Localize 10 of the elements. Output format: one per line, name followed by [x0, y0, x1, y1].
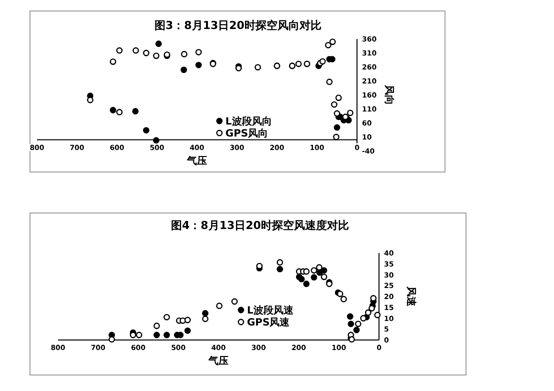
legend-label: GPS风向: [225, 128, 268, 140]
y-axis-title: 风向: [383, 84, 395, 105]
x-axis-title: 气压: [186, 154, 207, 167]
legend-label: L波段风向: [225, 116, 272, 128]
legend-label: L波段风速: [246, 304, 294, 316]
legend-label: GPS风速: [246, 316, 291, 328]
x-axis-title: 气压: [208, 355, 228, 367]
chart-title: 图3：8月13日20时探空风向对比: [154, 19, 322, 32]
y-axis-title: 风速: [405, 286, 417, 308]
chart-title: 图4：8月13日20时探空风速度对比: [171, 219, 349, 232]
